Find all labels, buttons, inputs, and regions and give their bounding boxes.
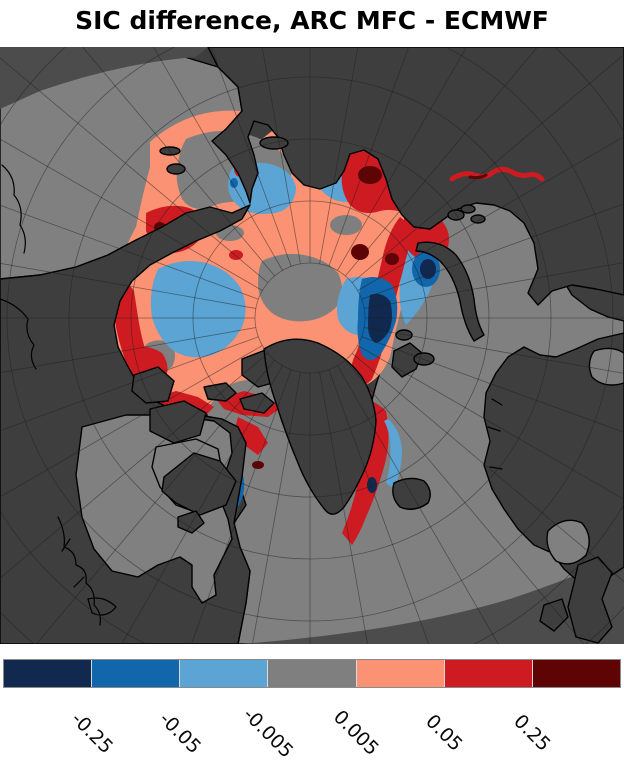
svalbard (391, 342, 423, 378)
greenland (263, 338, 377, 515)
colorbar-tick--0.005: -0.005 (238, 703, 298, 762)
colorbar-segment-weak-negative (180, 660, 269, 687)
svalbard-north-island (395, 329, 413, 341)
colorbar-segment-strong-positive (532, 660, 620, 687)
colorbar-tick-0.05: 0.05 (421, 710, 467, 756)
colorbar-tick-0.25: 0.25 (509, 710, 555, 756)
positive-ob-yenisei-estuaries (449, 166, 545, 182)
colorbar-tick--0.05: -0.05 (154, 707, 206, 759)
kamchatka-coastline (1, 164, 26, 254)
island-prince-patrick (203, 382, 237, 402)
island-victoria (149, 400, 207, 444)
ireland (539, 598, 569, 632)
strong-positive-estuary-core (468, 173, 488, 180)
colorbar-segment-near-zero (268, 660, 357, 687)
strong-positive-spot-9 (252, 461, 264, 469)
baltic-sea (546, 519, 590, 565)
svalbard-east-island (413, 352, 435, 366)
graticule (0, 47, 624, 644)
positive-archipelago-channel-4 (234, 417, 268, 455)
norway-fjord-lines (487, 398, 503, 470)
figure-title: SIC difference, ARC MFC - ECMWF (75, 6, 549, 35)
weak-negative-egreenland-fringe (384, 419, 402, 489)
arctic-map (0, 47, 624, 644)
british-columbia-coastline (57, 516, 117, 626)
franz-josef-island-3 (470, 214, 486, 224)
great-britain (567, 556, 613, 644)
domain-edge-bottom-right (240, 555, 624, 644)
island-southampton (177, 510, 205, 534)
island-banks (131, 366, 175, 404)
strong-negative-kara-core (420, 259, 436, 279)
near-zero-patch-2 (258, 253, 342, 322)
franz-josef-island-2 (460, 204, 476, 214)
alaska-south-coastline (0, 298, 37, 370)
colorbar-tick--0.25: -0.25 (66, 707, 118, 759)
colorbar-tick-labels: -0.25 -0.05 -0.005 0.005 0.05 0.25 (0, 688, 624, 762)
colorbar-segment-strong-negative (4, 660, 93, 687)
colorbar-segment-negative (92, 660, 181, 687)
colorbar-segment-weak-positive (356, 660, 445, 687)
near-zero-speck-2 (330, 215, 362, 235)
island-baffin (161, 452, 237, 516)
strong-positive-spot-2 (358, 166, 382, 184)
strong-positive-spot-5 (385, 253, 399, 265)
novaya-zemlya (415, 241, 485, 342)
colorbar-segment-positive (444, 660, 533, 687)
negative-bering-speck (230, 178, 238, 188)
colorbar-tick-0.005: 0.005 (328, 705, 384, 761)
arctic-map-canvas (0, 47, 624, 644)
strong-positive-spot-4 (351, 244, 369, 260)
island-devon (239, 392, 275, 414)
colorbar (3, 659, 621, 688)
land-eurasia (207, 47, 624, 306)
domain-edge-top-left (0, 47, 208, 109)
strong-negative-fram-core (368, 293, 392, 343)
